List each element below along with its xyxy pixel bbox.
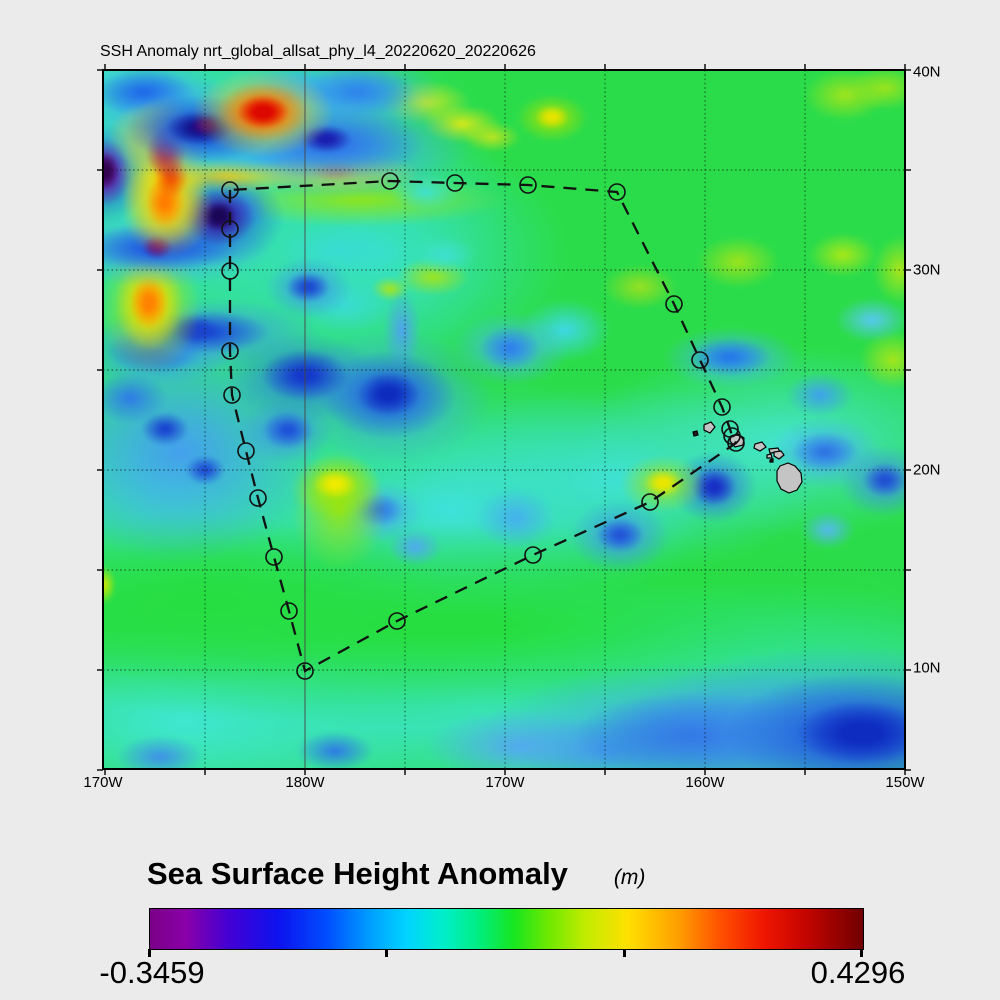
ssh-heatmap-field bbox=[103, 70, 905, 769]
ssh-heatmap-gradient-layer bbox=[103, 70, 905, 769]
colorbar-units-label: (m) bbox=[613, 866, 646, 889]
x-tick-label: 180W bbox=[285, 774, 325, 791]
y-tick-label: 30N bbox=[913, 261, 941, 279]
colorbar-tick bbox=[622, 949, 626, 957]
colorbar-heading: Sea Surface Height Anomaly (m) bbox=[147, 856, 645, 892]
x-tick-label: 170W bbox=[485, 774, 525, 791]
y-tick-label: 40N bbox=[913, 63, 941, 81]
y-tick-label: 20N bbox=[913, 461, 941, 479]
map-title: SSH Anomaly nrt_global_allsat_phy_l4_202… bbox=[100, 43, 536, 60]
y-tick-label: 10N bbox=[913, 659, 941, 677]
colorbar-title: Sea Surface Height Anomaly bbox=[147, 856, 568, 891]
x-tick-label: 170W bbox=[83, 774, 123, 791]
colorbar-gradient bbox=[149, 908, 864, 950]
colorbar-tick bbox=[147, 949, 151, 957]
colorbar-min-label: -0.3459 bbox=[99, 955, 205, 990]
colorbar-tick bbox=[384, 949, 388, 957]
x-tick-label: 150W bbox=[885, 774, 925, 791]
colorbar-tick bbox=[859, 949, 863, 957]
x-tick-label: 160W bbox=[685, 774, 725, 791]
colorbar-max-label: 0.4296 bbox=[810, 955, 906, 990]
